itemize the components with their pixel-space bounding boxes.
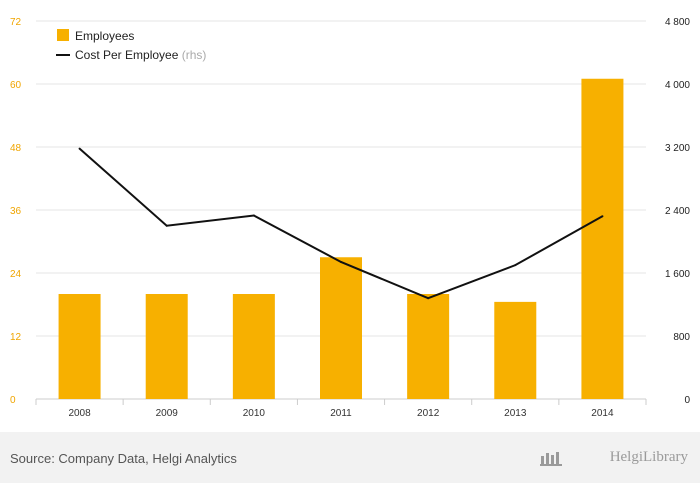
bar-employees [407, 294, 450, 399]
y-right-tick-label: 0 [684, 395, 690, 406]
legend-swatch-employees [57, 29, 69, 41]
line-point [252, 214, 255, 217]
y-left-tick-label: 72 [10, 17, 22, 28]
bar-employees [145, 294, 188, 399]
brand-name: HelgiLibrary [609, 449, 688, 465]
line-point [165, 224, 168, 227]
helgi-library-logo-icon [540, 452, 562, 466]
line-point [427, 297, 430, 300]
y-left-tick-label: 12 [10, 332, 22, 343]
line-point [78, 147, 81, 150]
bar-employees [58, 294, 101, 399]
y-right-tick-label: 3 200 [665, 143, 690, 154]
x-tick-label: 2011 [330, 408, 352, 419]
source-note: Source: Company Data, Helgi Analytics [10, 451, 237, 466]
bar-employees [494, 301, 537, 399]
bar-employees [581, 78, 624, 399]
footer-bar: Source: Company Data, Helgi Analytics He… [0, 432, 700, 483]
line-point [601, 215, 604, 218]
x-tick-label: 2012 [417, 408, 440, 419]
legend-label-cost-name: Cost Per Employee [75, 48, 182, 62]
x-tick-label: 2009 [156, 408, 179, 419]
y-left-tick-label: 24 [10, 269, 22, 280]
line-point [340, 260, 342, 263]
y-right-tick-label: 4 800 [665, 17, 690, 28]
legend-label-employees: Employees [75, 29, 134, 43]
bar-employees [320, 257, 362, 399]
legend-label-cost: Cost Per Employee (rhs) [75, 48, 206, 62]
y-right-tick-label: 1 600 [665, 269, 690, 280]
y-left-tick-label: 60 [10, 80, 22, 91]
y-right-tick-label: 4 000 [665, 80, 690, 91]
y-left-tick-label: 36 [10, 206, 22, 217]
x-tick-label: 2014 [591, 408, 614, 419]
x-tick-label: 2013 [504, 408, 527, 419]
legend-label-cost-suffix: (rhs) [182, 48, 207, 62]
y-right-tick-label: 2 400 [665, 206, 690, 217]
bar-employees [232, 294, 275, 399]
y-left-tick-label: 48 [10, 143, 22, 154]
x-tick-label: 2008 [68, 408, 91, 419]
chart-area: 0 0 12 800 24 1 600 36 2 400 48 3 200 60 4 000 72 4 8… [10, 17, 690, 419]
x-tick-label: 2010 [243, 408, 266, 419]
y-right-tick-label: 800 [673, 332, 690, 343]
line-point [514, 264, 517, 267]
y-left-tick-label: 0 [10, 395, 16, 406]
